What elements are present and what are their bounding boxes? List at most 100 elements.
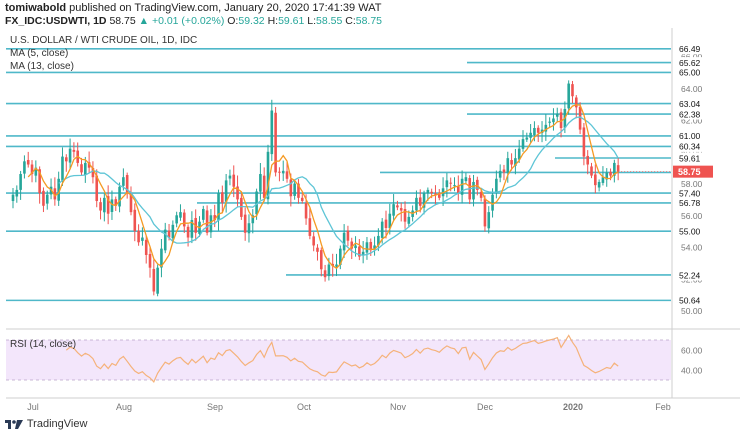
candle[interactable] xyxy=(380,221,384,238)
candle[interactable] xyxy=(179,212,182,218)
candle[interactable] xyxy=(266,151,270,200)
candle[interactable] xyxy=(555,113,559,117)
candle[interactable] xyxy=(434,193,437,195)
candle[interactable] xyxy=(84,162,87,175)
candle[interactable] xyxy=(11,194,15,202)
candle[interactable] xyxy=(327,264,331,277)
candle[interactable] xyxy=(213,215,217,221)
candle[interactable] xyxy=(68,148,72,163)
candle[interactable] xyxy=(365,242,369,253)
candle[interactable] xyxy=(495,178,498,193)
candle[interactable] xyxy=(91,167,95,178)
candle[interactable] xyxy=(152,268,156,292)
candle[interactable] xyxy=(472,181,475,200)
candle[interactable] xyxy=(202,208,205,220)
symbol-name[interactable]: FX_IDC:USDWTI, 1D xyxy=(5,15,107,27)
candle[interactable] xyxy=(297,183,300,198)
author-name[interactable]: tomiwabold xyxy=(5,2,67,14)
candle[interactable] xyxy=(186,226,190,238)
candle[interactable] xyxy=(350,241,354,249)
tradingview-footer[interactable]: TradingView xyxy=(4,418,87,430)
candle[interactable] xyxy=(392,204,395,216)
candle[interactable] xyxy=(339,248,342,265)
candle[interactable] xyxy=(567,83,570,109)
candle[interactable] xyxy=(388,213,392,229)
time-axis[interactable]: Jul Aug Sep Oct Nov Dec 2020 Feb xyxy=(27,402,671,412)
candle[interactable] xyxy=(571,84,574,97)
candle[interactable] xyxy=(319,250,323,270)
candle[interactable] xyxy=(129,192,133,213)
candle[interactable] xyxy=(137,230,140,243)
candle[interactable] xyxy=(251,215,255,224)
candle[interactable] xyxy=(15,189,19,197)
candle[interactable] xyxy=(38,169,41,194)
candle[interactable] xyxy=(30,164,34,175)
candle[interactable] xyxy=(613,162,616,176)
candle[interactable] xyxy=(270,110,274,155)
candle[interactable] xyxy=(228,175,232,179)
candle[interactable] xyxy=(445,180,449,188)
candle[interactable] xyxy=(464,177,468,182)
candle[interactable] xyxy=(61,156,64,181)
candle[interactable] xyxy=(106,196,110,214)
candle[interactable] xyxy=(514,158,517,166)
candle[interactable] xyxy=(316,247,319,252)
candle[interactable] xyxy=(354,245,357,249)
candle[interactable] xyxy=(430,191,433,194)
candle[interactable] xyxy=(544,124,548,132)
candle[interactable] xyxy=(293,183,296,196)
candle[interactable] xyxy=(163,229,167,251)
rsi-legend[interactable]: RSI (14, close) xyxy=(10,339,77,350)
candle[interactable] xyxy=(224,180,228,202)
candle[interactable] xyxy=(167,230,171,238)
candle[interactable] xyxy=(487,212,491,229)
candle[interactable] xyxy=(597,181,601,188)
candle[interactable] xyxy=(53,188,57,200)
candle[interactable] xyxy=(525,137,529,140)
candle[interactable] xyxy=(536,127,540,133)
candle[interactable] xyxy=(45,194,49,204)
candle[interactable] xyxy=(377,235,380,246)
candle[interactable] xyxy=(64,157,68,162)
candle[interactable] xyxy=(529,132,532,138)
candle[interactable] xyxy=(312,236,315,246)
candle[interactable] xyxy=(300,197,304,202)
candle[interactable] xyxy=(182,212,186,227)
candle[interactable] xyxy=(521,139,525,149)
candle[interactable] xyxy=(358,246,361,257)
candle[interactable] xyxy=(240,197,243,217)
candle[interactable] xyxy=(285,171,289,179)
candle[interactable] xyxy=(23,161,26,174)
candle[interactable] xyxy=(95,175,99,202)
candle[interactable] xyxy=(42,190,45,206)
candle[interactable] xyxy=(517,148,521,160)
candle[interactable] xyxy=(87,162,91,168)
candle[interactable] xyxy=(418,197,422,206)
candle[interactable] xyxy=(578,106,582,130)
candle[interactable] xyxy=(175,215,178,224)
candle[interactable] xyxy=(308,218,312,236)
candle[interactable] xyxy=(574,97,578,108)
candle[interactable] xyxy=(255,191,258,215)
candle[interactable] xyxy=(80,164,83,173)
candle[interactable] xyxy=(506,158,510,173)
candle[interactable] xyxy=(122,177,125,186)
candle[interactable] xyxy=(281,170,285,174)
candle[interactable] xyxy=(399,208,403,211)
candle[interactable] xyxy=(247,223,251,234)
candle[interactable] xyxy=(125,175,129,194)
candle[interactable] xyxy=(156,267,159,294)
candle[interactable] xyxy=(552,118,555,123)
candle[interactable] xyxy=(190,220,194,238)
candle[interactable] xyxy=(548,121,551,123)
candle[interactable] xyxy=(373,245,376,249)
candle[interactable] xyxy=(498,170,502,178)
price-axis[interactable]: 50.0052.0054.0056.0058.0060.0062.0064.00… xyxy=(673,43,713,376)
candle[interactable] xyxy=(460,178,464,195)
candle[interactable] xyxy=(110,199,114,212)
ma13-legend[interactable]: MA (13, close) xyxy=(10,61,74,72)
candle[interactable] xyxy=(586,155,590,165)
candle[interactable] xyxy=(259,174,262,192)
candle[interactable] xyxy=(141,237,144,241)
candle[interactable] xyxy=(407,216,411,224)
